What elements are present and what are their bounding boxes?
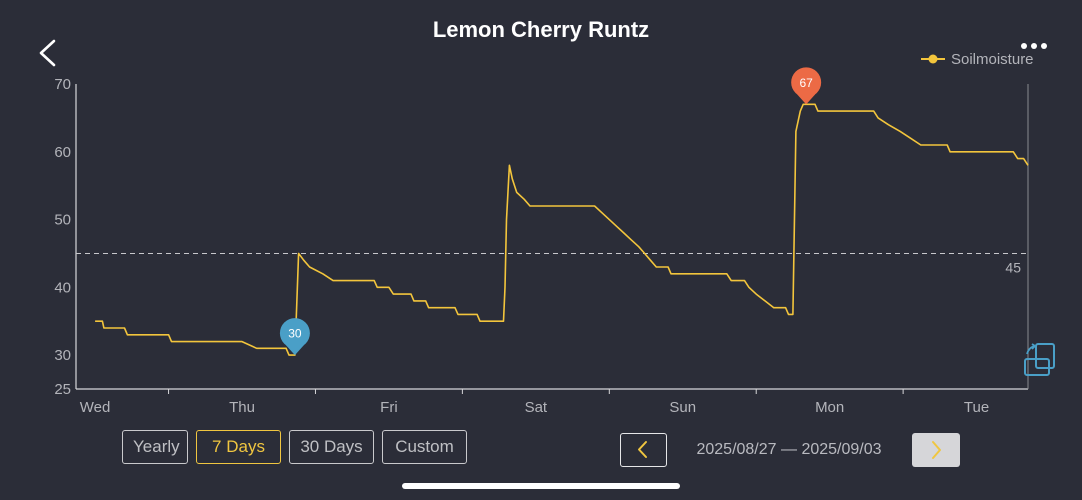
x-tick-label: Tue	[964, 399, 989, 416]
y-tick-label: 40	[54, 279, 71, 296]
x-tick-label: Sun	[669, 399, 696, 416]
max-value-marker-tail	[797, 94, 816, 105]
yearly-button[interactable]: Yearly	[122, 430, 188, 464]
x-tick-label: Wed	[80, 399, 111, 416]
y-tick-label: 30	[54, 347, 71, 364]
custom-button[interactable]: Custom	[382, 430, 467, 464]
chevron-right-icon	[932, 441, 941, 459]
30-days-button[interactable]: 30 Days	[289, 430, 374, 464]
min-value-marker-head	[279, 318, 310, 349]
soil-moisture-chart: 25 30 40 50 60 70 Wed Thu Fri Sat Sun Mon Tue 45 30 67 S…	[54, 51, 1034, 416]
y-tick-label: 70	[54, 76, 71, 93]
x-tick-label: Fri	[380, 399, 398, 416]
x-tick-label: Sat	[525, 399, 548, 416]
back-icon[interactable]	[36, 38, 62, 68]
rotate-screen-icon[interactable]	[1022, 342, 1058, 378]
x-tick-label: Thu	[229, 399, 255, 416]
y-tick-label: 50	[54, 212, 71, 229]
next-period-button[interactable]	[912, 433, 960, 467]
legend-label: Soilmoisture	[951, 51, 1034, 68]
y-tick-label: 60	[54, 144, 71, 161]
max-value-marker: 67	[791, 67, 822, 105]
chevron-left-icon	[638, 441, 647, 458]
soilmoisture-series-line	[95, 103, 1029, 356]
min-value-marker-tail	[285, 345, 304, 356]
range-selector: Yearly 7 Days 30 Days Custom	[122, 430, 467, 464]
y-tick-label: 25	[54, 381, 71, 398]
page-title: Lemon Cherry Runtz	[432, 17, 650, 42]
max-value-marker-head	[791, 67, 822, 98]
more-dots-icon[interactable]	[1018, 36, 1050, 56]
x-tick-label: Mon	[815, 399, 844, 416]
date-range-label: 2025/08/27 — 2025/09/03	[696, 441, 882, 458]
legend-dot-icon	[928, 54, 938, 64]
min-value-marker: 30	[279, 318, 310, 356]
previous-period-button[interactable]	[620, 433, 667, 467]
min-value-marker-label: 30	[288, 327, 302, 341]
7-days-button[interactable]: 7 Days	[196, 430, 281, 464]
threshold-label: 45	[1005, 259, 1021, 275]
max-value-marker-label: 67	[799, 76, 813, 90]
home-indicator	[402, 483, 680, 489]
